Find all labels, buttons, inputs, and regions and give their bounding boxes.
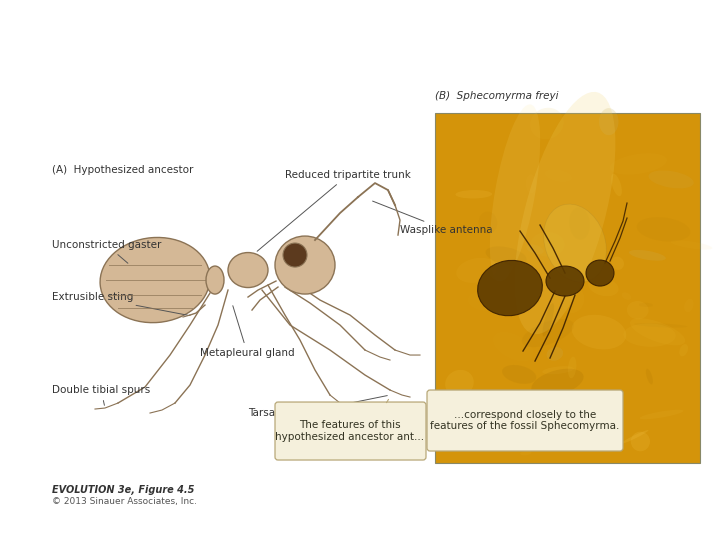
- Ellipse shape: [526, 174, 536, 193]
- Ellipse shape: [515, 92, 616, 334]
- Ellipse shape: [456, 258, 497, 283]
- Ellipse shape: [627, 301, 649, 319]
- Ellipse shape: [546, 266, 584, 296]
- Ellipse shape: [636, 217, 690, 241]
- Ellipse shape: [572, 315, 626, 349]
- Ellipse shape: [622, 292, 631, 300]
- Ellipse shape: [490, 262, 509, 281]
- Ellipse shape: [485, 246, 526, 265]
- Ellipse shape: [526, 245, 544, 254]
- Ellipse shape: [649, 171, 694, 188]
- Text: EVOLUTION 3e, Figure 4.5: EVOLUTION 3e, Figure 4.5: [52, 485, 194, 495]
- Ellipse shape: [646, 369, 653, 384]
- Ellipse shape: [493, 332, 534, 361]
- Text: ...correspond closely to the
features of the fossil Sphecomyrma.: ...correspond closely to the features of…: [431, 410, 620, 431]
- FancyBboxPatch shape: [427, 390, 623, 451]
- Ellipse shape: [468, 291, 503, 311]
- Ellipse shape: [562, 287, 584, 313]
- Ellipse shape: [629, 250, 666, 261]
- Text: Unconstricted gaster: Unconstricted gaster: [52, 240, 161, 263]
- Ellipse shape: [634, 323, 688, 328]
- Ellipse shape: [542, 366, 574, 374]
- Ellipse shape: [531, 232, 564, 256]
- Ellipse shape: [100, 238, 210, 323]
- Text: Tarsal claws toothed: Tarsal claws toothed: [248, 396, 387, 418]
- Ellipse shape: [511, 438, 570, 450]
- Ellipse shape: [586, 260, 614, 286]
- Ellipse shape: [531, 369, 584, 396]
- Ellipse shape: [611, 174, 622, 196]
- Ellipse shape: [599, 108, 618, 135]
- Ellipse shape: [670, 240, 712, 249]
- Ellipse shape: [498, 394, 513, 422]
- Ellipse shape: [611, 256, 624, 270]
- Circle shape: [283, 243, 307, 267]
- Ellipse shape: [445, 370, 474, 396]
- Text: Reduced tripartite trunk: Reduced tripartite trunk: [257, 170, 411, 251]
- Text: (B)  Sphecomyrma freyi: (B) Sphecomyrma freyi: [435, 91, 559, 101]
- Ellipse shape: [275, 236, 335, 294]
- Text: Figure 4.5  A fossil can help confirm an evolutionary hypothesis: Figure 4.5 A fossil can help confirm an …: [9, 10, 536, 28]
- FancyBboxPatch shape: [275, 402, 426, 460]
- Text: (A)  Hypothesized ancestor: (A) Hypothesized ancestor: [52, 165, 194, 175]
- Ellipse shape: [521, 450, 531, 455]
- Ellipse shape: [228, 253, 268, 287]
- Ellipse shape: [679, 344, 688, 356]
- Ellipse shape: [568, 356, 577, 379]
- Ellipse shape: [544, 204, 606, 282]
- Ellipse shape: [631, 431, 650, 451]
- Ellipse shape: [479, 212, 498, 234]
- Ellipse shape: [621, 430, 649, 444]
- Ellipse shape: [542, 303, 554, 336]
- Ellipse shape: [684, 299, 693, 312]
- Ellipse shape: [490, 104, 540, 282]
- Ellipse shape: [588, 277, 618, 296]
- Ellipse shape: [505, 418, 522, 436]
- Ellipse shape: [639, 303, 653, 307]
- Ellipse shape: [624, 323, 676, 347]
- Bar: [435, 113, 700, 463]
- Ellipse shape: [522, 319, 574, 347]
- Ellipse shape: [530, 108, 564, 139]
- Ellipse shape: [477, 260, 542, 316]
- Text: Wasplike antenna: Wasplike antenna: [372, 201, 492, 235]
- Ellipse shape: [502, 365, 536, 384]
- Ellipse shape: [206, 266, 224, 294]
- Ellipse shape: [546, 347, 563, 361]
- Text: Metapleural gland: Metapleural gland: [200, 306, 294, 358]
- Text: The features of this
hypothesized ancestor ant...: The features of this hypothesized ancest…: [276, 420, 425, 442]
- Ellipse shape: [481, 294, 512, 317]
- Ellipse shape: [570, 207, 590, 240]
- Ellipse shape: [512, 392, 555, 415]
- Ellipse shape: [639, 410, 683, 419]
- Text: Extrusible sting: Extrusible sting: [52, 292, 189, 315]
- Ellipse shape: [630, 318, 685, 346]
- Ellipse shape: [456, 190, 492, 199]
- Text: Double tibial spurs: Double tibial spurs: [52, 385, 150, 406]
- Text: © 2013 Sinauer Associates, Inc.: © 2013 Sinauer Associates, Inc.: [52, 497, 197, 506]
